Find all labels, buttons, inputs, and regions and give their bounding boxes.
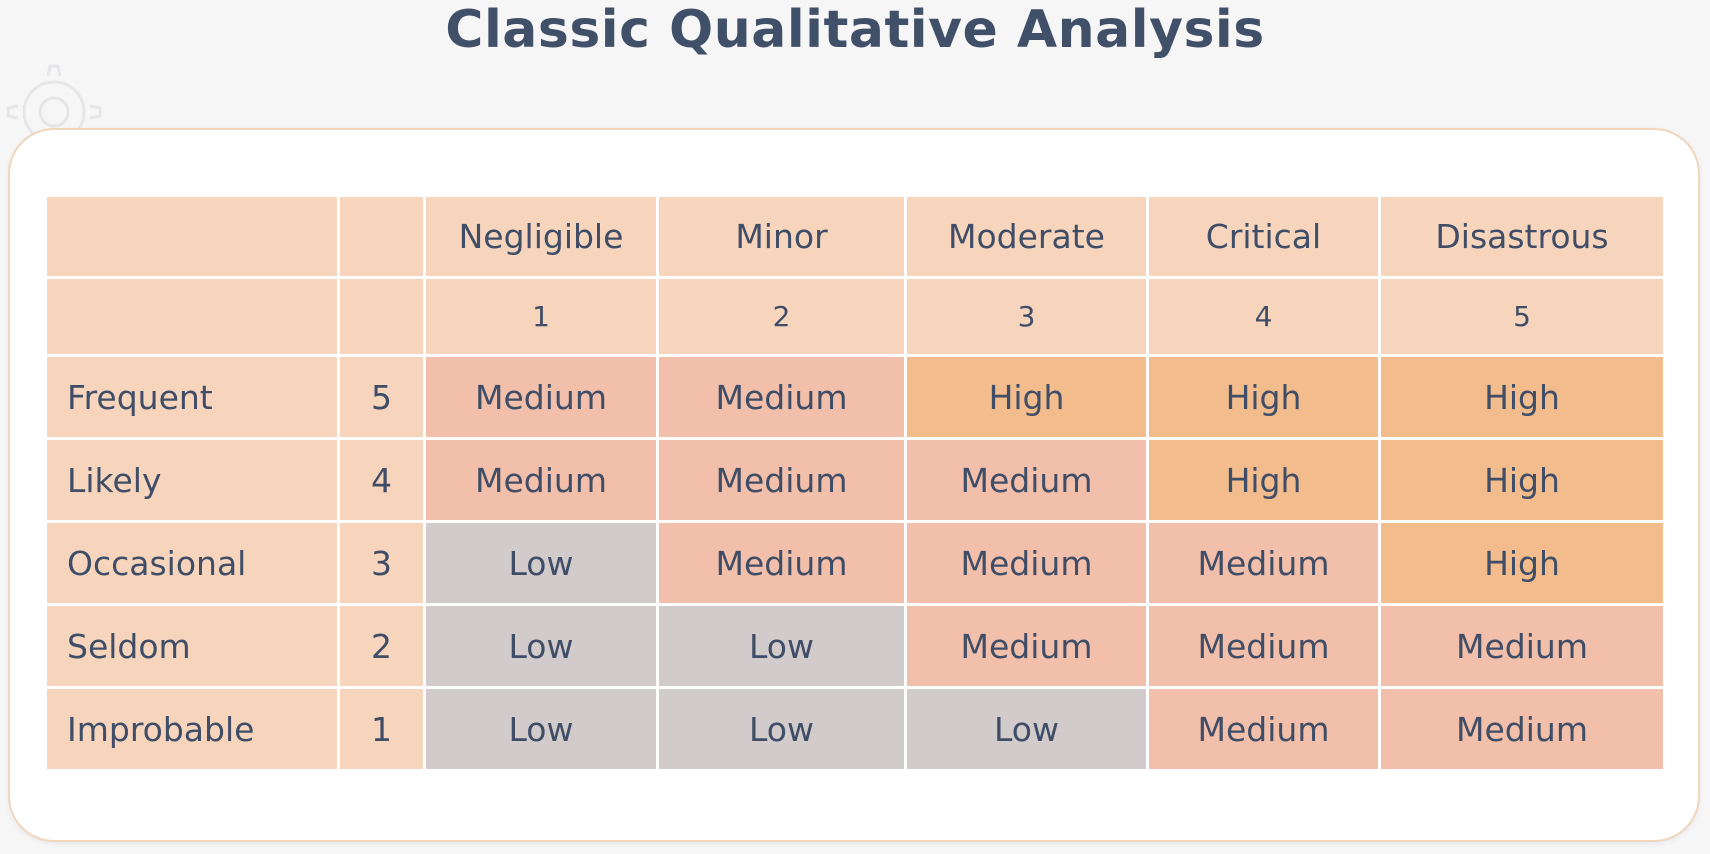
risk-cell: Low bbox=[423, 603, 659, 689]
corner-cell bbox=[337, 276, 426, 357]
risk-cell: Medium bbox=[656, 437, 907, 523]
likelihood-label: Likely bbox=[44, 437, 340, 523]
risk-cell: High bbox=[1378, 437, 1666, 523]
risk-cell: Medium bbox=[423, 354, 659, 440]
impact-label: Critical bbox=[1146, 194, 1381, 279]
likelihood-score: 4 bbox=[337, 437, 426, 523]
risk-cell: Medium bbox=[1146, 686, 1381, 772]
risk-cell: Medium bbox=[656, 354, 907, 440]
risk-cell: Medium bbox=[904, 437, 1149, 523]
risk-cell: Medium bbox=[1146, 520, 1381, 606]
risk-cell: Low bbox=[423, 686, 659, 772]
likelihood-score: 1 bbox=[337, 686, 426, 772]
risk-cell: High bbox=[1146, 354, 1381, 440]
impact-label: Minor bbox=[656, 194, 907, 279]
likelihood-score: 5 bbox=[337, 354, 426, 440]
likelihood-label: Occasional bbox=[44, 520, 340, 606]
impact-label: Moderate bbox=[904, 194, 1149, 279]
risk-cell: Medium bbox=[1146, 603, 1381, 689]
risk-cell: Medium bbox=[423, 437, 659, 523]
likelihood-row-frequent: Frequent 5 Medium Medium High High High bbox=[44, 354, 1666, 440]
impact-label: Disastrous bbox=[1378, 194, 1666, 279]
likelihood-row-likely: Likely 4 Medium Medium Medium High High bbox=[44, 437, 1666, 523]
impact-score: 1 bbox=[423, 276, 659, 357]
impact-score: 4 bbox=[1146, 276, 1381, 357]
risk-matrix: Negligible Minor Moderate Critical Disas… bbox=[44, 194, 1666, 772]
likelihood-label: Seldom bbox=[44, 603, 340, 689]
risk-cell: High bbox=[904, 354, 1149, 440]
risk-cell: Low bbox=[656, 686, 907, 772]
risk-cell: High bbox=[1146, 437, 1381, 523]
risk-cell: Medium bbox=[656, 520, 907, 606]
likelihood-score: 2 bbox=[337, 603, 426, 689]
risk-cell: Medium bbox=[904, 520, 1149, 606]
corner-cell bbox=[337, 194, 426, 279]
likelihood-score: 3 bbox=[337, 520, 426, 606]
impact-header-row: Negligible Minor Moderate Critical Disas… bbox=[44, 194, 1666, 279]
risk-cell: Low bbox=[423, 520, 659, 606]
risk-cell: Medium bbox=[904, 603, 1149, 689]
likelihood-row-seldom: Seldom 2 Low Low Medium Medium Medium bbox=[44, 603, 1666, 689]
likelihood-label: Frequent bbox=[44, 354, 340, 440]
corner-cell bbox=[44, 194, 340, 279]
impact-score: 2 bbox=[656, 276, 907, 357]
impact-score: 5 bbox=[1378, 276, 1666, 357]
risk-cell: High bbox=[1378, 354, 1666, 440]
likelihood-row-occasional: Occasional 3 Low Medium Medium Medium Hi… bbox=[44, 520, 1666, 606]
impact-score-row: 1 2 3 4 5 bbox=[44, 276, 1666, 357]
risk-cell: Low bbox=[904, 686, 1149, 772]
risk-cell: Medium bbox=[1378, 603, 1666, 689]
likelihood-row-improbable: Improbable 1 Low Low Low Medium Medium bbox=[44, 686, 1666, 772]
page-title: Classic Qualitative Analysis bbox=[445, 0, 1265, 60]
corner-cell bbox=[44, 276, 340, 357]
impact-score: 3 bbox=[904, 276, 1149, 357]
likelihood-label: Improbable bbox=[44, 686, 340, 772]
risk-cell: Medium bbox=[1378, 686, 1666, 772]
risk-cell: High bbox=[1378, 520, 1666, 606]
risk-cell: Low bbox=[656, 603, 907, 689]
impact-label: Negligible bbox=[423, 194, 659, 279]
